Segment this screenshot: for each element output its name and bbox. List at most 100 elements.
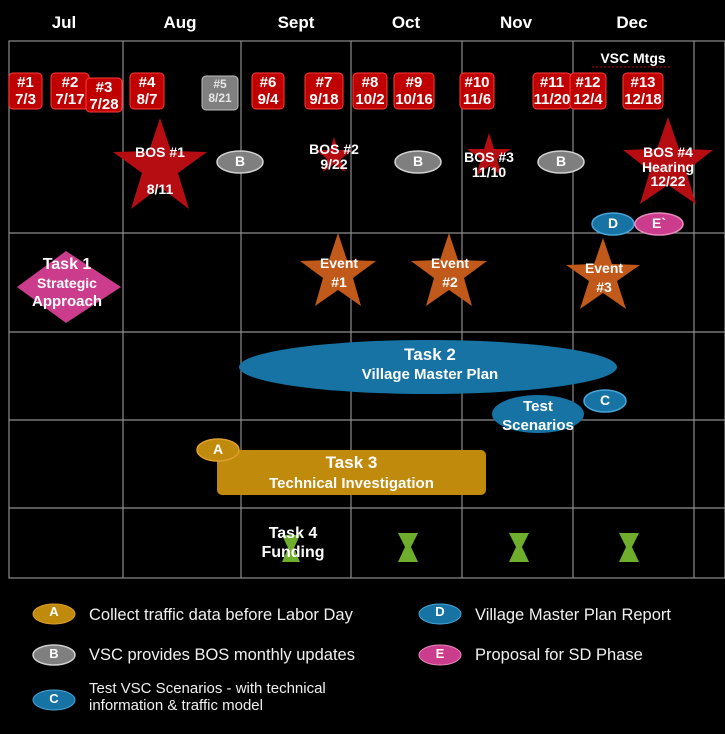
legend-marker-e: [418, 644, 462, 666]
meeting-number: #5: [213, 77, 227, 91]
legend-marker-b-letter: B: [49, 646, 59, 661]
meeting-boxes: [8, 72, 664, 113]
meeting-number: #1: [17, 74, 34, 91]
task1-label: Task 1 Strategic Approach: [12, 256, 122, 311]
legend-marker-a: [32, 603, 76, 625]
marker-oval-a: [196, 438, 240, 462]
meeting-number: #12: [575, 74, 601, 91]
meeting-label: #1 7/3: [5, 75, 46, 108]
task1-title: Task 1: [42, 256, 92, 273]
hourglass-icon: [398, 533, 418, 562]
marker-letter-e: E`: [652, 215, 666, 231]
hourglass-icons: [282, 533, 639, 562]
meeting-box: [352, 72, 388, 110]
legend-text-d: Village Master Plan Report: [475, 606, 671, 624]
meeting-label: #6 9/4: [248, 75, 288, 108]
meeting-box: [129, 72, 165, 110]
event-3-number: #3: [596, 278, 612, 295]
event-star-2: [411, 233, 487, 306]
event-1-label: Event #1: [306, 256, 372, 289]
bos-1-date: 8/11: [146, 180, 174, 197]
meeting-date: 7/17: [55, 90, 85, 108]
event-1-number: #1: [331, 273, 347, 290]
marker-letter-d: D: [607, 215, 619, 231]
meeting-date: 9/4: [257, 90, 279, 108]
meeting-date: 12/4: [573, 90, 603, 108]
meeting-label: #3 7/28: [82, 80, 126, 113]
meeting-number: #7: [315, 74, 333, 91]
bos-3-date: 11/10: [471, 163, 507, 180]
task3-title: Task 3: [325, 453, 378, 472]
meeting-number: #3: [95, 79, 113, 96]
task2-subtitle: Village Master Plan: [361, 365, 499, 383]
test-scenarios-label: Test Scenarios: [488, 399, 588, 434]
legend-text-b: VSC provides BOS monthly updates: [89, 646, 355, 664]
month-label-oct: Oct: [391, 13, 421, 32]
bos-2-title: BOS #2: [309, 141, 359, 157]
bos-2-label: BOS #2 9/22: [294, 142, 374, 171]
event-2-title: Event: [430, 255, 470, 271]
bos-4-label: BOS #4 Hearing 12/22: [628, 145, 708, 189]
meeting-date: 10/16: [395, 90, 433, 108]
meeting-box: [459, 72, 495, 110]
month-label-nov: Nov: [499, 13, 533, 32]
hourglass-icon: [619, 533, 639, 562]
legend-marker-e-letter: E: [435, 646, 445, 661]
vsc-header: VSC Mtgs: [600, 50, 666, 66]
test-scenarios-subtitle: Scenarios: [502, 416, 574, 434]
bos-3-label: BOS #3 11/10: [449, 150, 529, 179]
event-3-label: Event #3: [571, 261, 637, 294]
bos-1-label: BOS #1 8/11: [120, 145, 200, 196]
meeting-label: #13 12/18: [619, 75, 667, 108]
meeting-box: [85, 77, 123, 113]
marker-letter-b: B: [234, 153, 246, 169]
legend-marker-c: [32, 689, 76, 711]
meeting-date: 9/18: [309, 90, 339, 108]
meeting-label: #10 11/6: [456, 75, 498, 108]
bos-4-title: BOS #4: [643, 144, 693, 160]
bos-star-4: [623, 117, 713, 204]
month-label-aug: Aug: [163, 13, 197, 32]
meeting-label: #11 11/20: [529, 75, 575, 108]
meeting-label: #7 9/18: [301, 75, 347, 108]
meeting-date: 12/18: [624, 90, 662, 108]
marker-ovals: [196, 150, 684, 462]
marker-letter-a: A: [212, 441, 224, 457]
task1-line3: Approach: [31, 293, 102, 311]
event-3-title: Event: [584, 260, 624, 276]
marker-oval-c: [583, 389, 627, 413]
bos-star-3: [467, 133, 511, 176]
bos-2-date: 9/22: [320, 155, 348, 172]
meeting-date: 7/3: [15, 90, 36, 108]
legend-marker-b: [32, 644, 76, 666]
event-star-1: [300, 233, 376, 306]
marker-oval-b: [394, 150, 442, 174]
task4-label: Task 4 Funding: [243, 525, 343, 562]
event-2-label: Event #2: [417, 256, 483, 289]
event-1-title: Event: [319, 255, 359, 271]
marker-letter-b: B: [555, 153, 567, 169]
legend-marker-a-letter: A: [49, 604, 59, 619]
meeting-box: [8, 72, 43, 110]
bos-4-date: 12/22: [650, 173, 686, 190]
meeting-label: #9 10/16: [390, 75, 438, 108]
meeting-label: #8 10/2: [349, 75, 391, 108]
meeting-date: 11/6: [462, 90, 492, 108]
task2-title: Task 2: [404, 345, 456, 364]
task4-subtitle: Funding: [261, 543, 325, 561]
marker-oval-d: [591, 212, 635, 236]
meeting-box: [251, 72, 285, 110]
month-label-dec: Dec: [616, 13, 648, 32]
meeting-date: 8/7: [136, 90, 158, 108]
legend-text-e: Proposal for SD Phase: [475, 646, 643, 664]
marker-oval-e: [634, 212, 684, 236]
meeting-number: #6: [259, 74, 277, 91]
legend-text-c: Test VSC Scenarios - with technical info…: [89, 680, 326, 715]
legend-markers: [32, 603, 462, 711]
task4-title: Task 4: [268, 525, 318, 542]
legend-marker-d: [418, 603, 462, 625]
legend-marker-d-letter: D: [435, 604, 445, 619]
meeting-label: #2 7/17: [47, 75, 93, 108]
test-scenarios-ellipse: [492, 395, 584, 433]
